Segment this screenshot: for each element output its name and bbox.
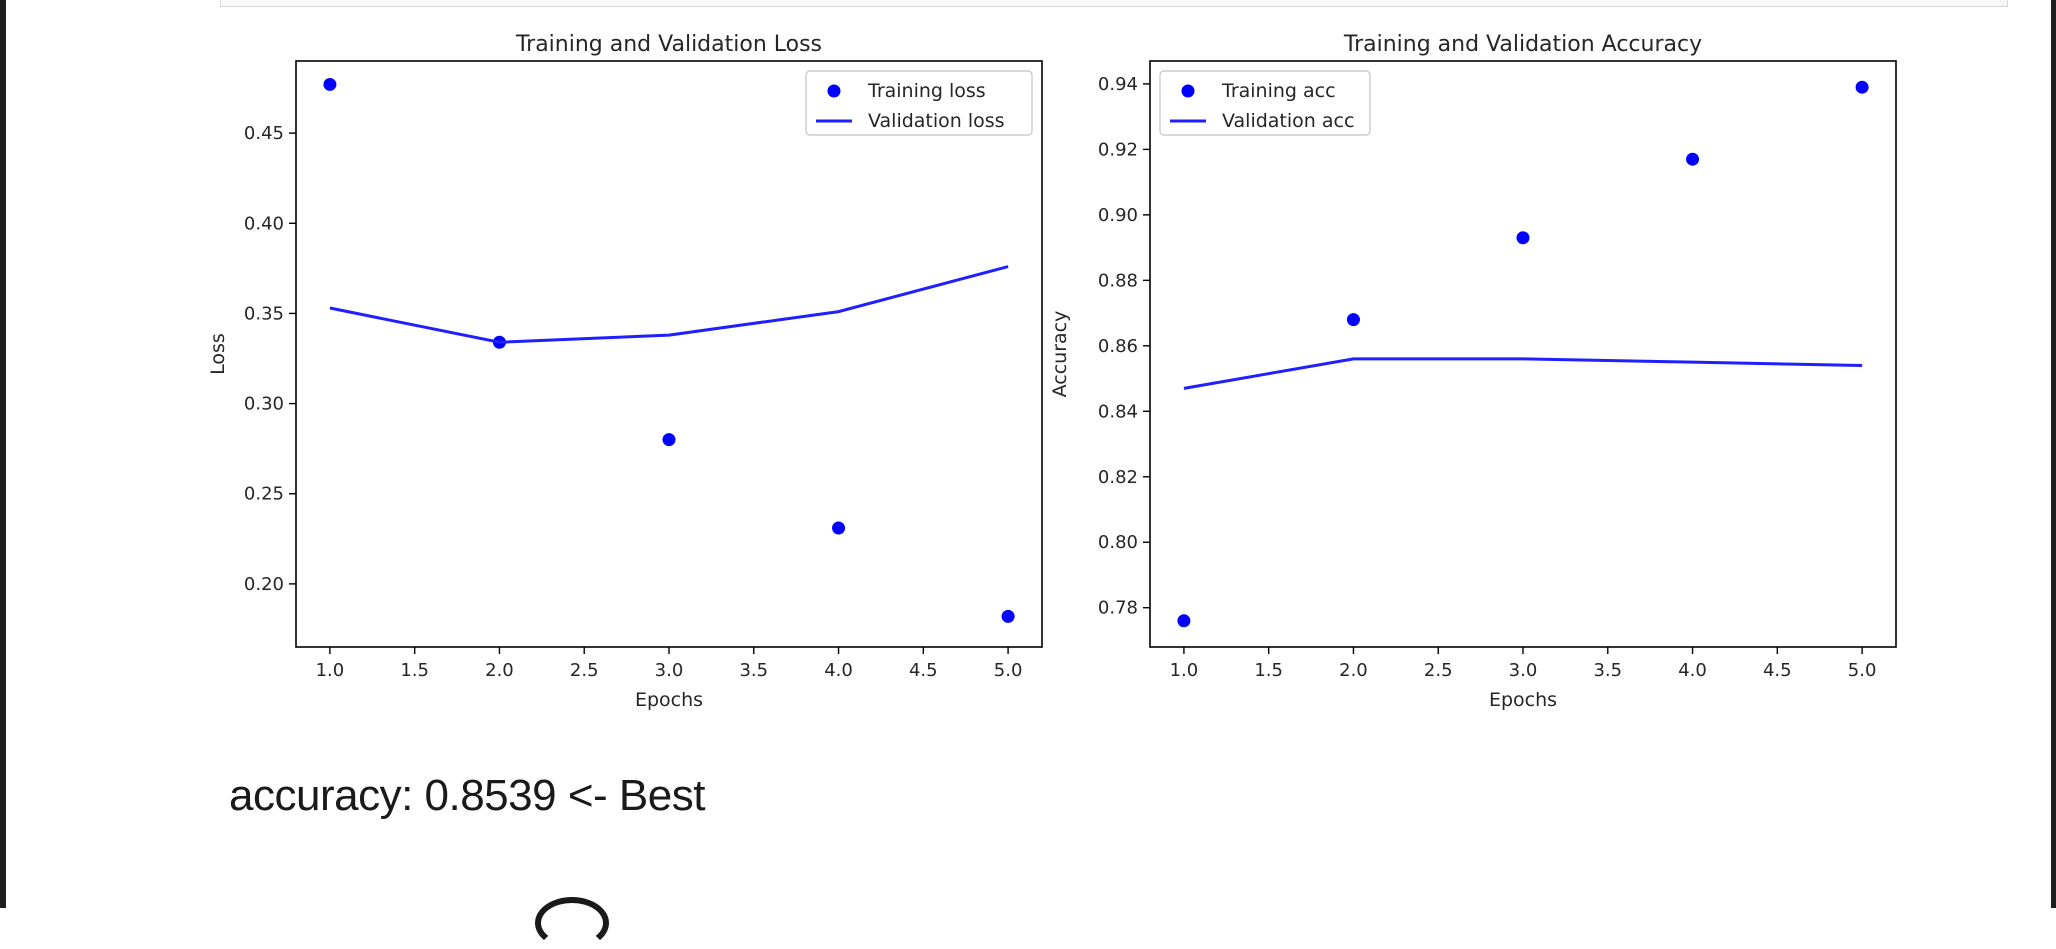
legend-label: Training acc bbox=[1221, 80, 1336, 102]
legend-point-marker bbox=[827, 84, 841, 98]
y-tick-label: 0.88 bbox=[1098, 270, 1138, 291]
y-tick-label: 0.92 bbox=[1098, 139, 1138, 160]
x-tick-label: 2.0 bbox=[1339, 660, 1368, 681]
chart-title: Training and Validation Loss bbox=[515, 32, 822, 57]
y-tick-label: 0.45 bbox=[244, 123, 284, 144]
legend: Training loss Validation loss bbox=[805, 70, 1033, 136]
chart-accuracy: Training and Validation Accuracy 1.0 1.5 2.… bbox=[1049, 32, 1897, 711]
series-point-training bbox=[1516, 231, 1530, 245]
best-accuracy-text: accuracy: 0.8539 <- Best bbox=[229, 771, 705, 820]
x-tick-label: 3.0 bbox=[1509, 660, 1538, 681]
x-tick-label: 5.0 bbox=[1848, 660, 1877, 681]
x-tick-label: 4.5 bbox=[909, 660, 938, 681]
y-axis-label: Accuracy bbox=[1049, 311, 1071, 398]
x-tick-label: 1.5 bbox=[400, 660, 429, 681]
y-tick-label: 0.94 bbox=[1098, 74, 1138, 95]
x-tick-label: 2.0 bbox=[485, 660, 514, 681]
y-tick-label: 0.40 bbox=[244, 213, 284, 234]
y-tick-label: 0.20 bbox=[244, 574, 284, 595]
y-tick-label: 0.80 bbox=[1098, 532, 1138, 553]
x-axis-label: Epochs bbox=[635, 689, 703, 711]
legend-label: Validation loss bbox=[868, 110, 1005, 132]
window-frame-right bbox=[2051, 0, 2056, 908]
series-point-training bbox=[1686, 152, 1700, 166]
y-tick-label: 0.78 bbox=[1098, 598, 1138, 619]
y-tick-label: 0.30 bbox=[244, 394, 284, 415]
y-axis-label: Loss bbox=[207, 333, 229, 375]
legend-label: Validation acc bbox=[1222, 110, 1354, 132]
y-tick-label: 0.82 bbox=[1098, 467, 1138, 488]
legend-point-marker bbox=[1181, 84, 1195, 98]
legend-label: Training loss bbox=[867, 80, 986, 102]
y-tick-label: 0.25 bbox=[244, 484, 284, 505]
series-point-training bbox=[323, 77, 337, 91]
x-tick-label: 2.5 bbox=[570, 660, 599, 681]
figure-canvas: Training and Validation Loss 1.0 1.5 2.0 2.5… bbox=[207, 32, 1897, 711]
window-frame-left bbox=[0, 0, 6, 908]
x-tick-label: 1.0 bbox=[1170, 660, 1199, 681]
chart-loss: Training and Validation Loss 1.0 1.5 2.0 2.5… bbox=[207, 32, 1043, 711]
x-tick-label: 3.5 bbox=[1593, 660, 1622, 681]
training-history-figure: Training and Validation Loss 1.0 1.5 2.0 2.5… bbox=[200, 20, 1920, 720]
series-point-training bbox=[1177, 614, 1191, 628]
y-tick-label: 0.90 bbox=[1098, 205, 1138, 226]
x-tick-label: 2.5 bbox=[1424, 660, 1453, 681]
series-point-training bbox=[1346, 313, 1360, 327]
x-tick-label: 5.0 bbox=[994, 660, 1023, 681]
series-point-training bbox=[1855, 80, 1869, 94]
series-point-training bbox=[662, 433, 676, 447]
legend: Training acc Validation acc bbox=[1159, 70, 1371, 136]
chart-title: Training and Validation Accuracy bbox=[1343, 32, 1702, 57]
series-point-training bbox=[832, 521, 846, 535]
y-tick-label: 0.84 bbox=[1098, 401, 1138, 422]
plot-frame bbox=[1149, 60, 1897, 648]
x-tick-label: 1.5 bbox=[1254, 660, 1283, 681]
legend-box bbox=[805, 70, 1033, 136]
x-tick-label: 4.0 bbox=[1678, 660, 1707, 681]
x-tick-label: 4.0 bbox=[824, 660, 853, 681]
series-line-validation bbox=[1183, 357, 1863, 390]
plot-frame bbox=[295, 60, 1043, 648]
x-tick-label: 3.5 bbox=[739, 660, 768, 681]
x-tick-label: 1.0 bbox=[316, 660, 345, 681]
legend-box bbox=[1159, 70, 1371, 136]
x-tick-label: 4.5 bbox=[1763, 660, 1792, 681]
x-axis-label: Epochs bbox=[1489, 689, 1557, 711]
series-line-validation bbox=[329, 265, 1009, 344]
y-tick-label: 0.35 bbox=[244, 303, 284, 324]
y-tick-label: 0.86 bbox=[1098, 336, 1138, 357]
cut-off-heading-glyph bbox=[535, 897, 609, 949]
x-tick-label: 3.0 bbox=[655, 660, 684, 681]
series-point-training bbox=[1001, 609, 1015, 623]
previous-output-cell-edge bbox=[220, 0, 2008, 7]
